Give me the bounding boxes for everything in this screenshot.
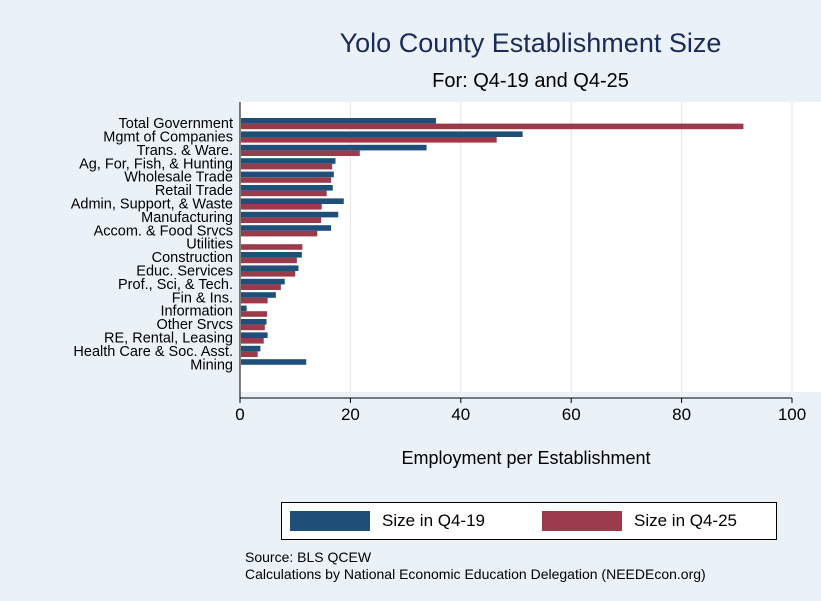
legend-label-q4-25: Size in Q4-25: [634, 511, 737, 530]
bar-q4-19: [241, 252, 302, 258]
bar-q4-25: [241, 177, 332, 183]
category-label: Trans. & Ware.: [137, 143, 233, 159]
category-label: Educ. Services: [136, 264, 233, 280]
bar-q4-25: [241, 123, 744, 130]
bar-q4-25: [241, 217, 322, 223]
category-label: Construction: [152, 250, 233, 266]
x-tick-label: 100: [778, 405, 806, 424]
bar-q4-19: [241, 158, 336, 164]
x-tick-label: 80: [672, 405, 691, 424]
x-tick-label: 0: [235, 405, 244, 424]
chart-subtitle: For: Q4-19 and Q4-25: [432, 70, 629, 92]
bar-q4-19: [241, 305, 247, 312]
bar-q4-19: [241, 319, 267, 325]
category-label: Accom. & Food Srvcs: [94, 223, 233, 239]
bar-q4-25: [241, 284, 281, 290]
bar-q4-19: [241, 185, 333, 191]
bar-q4-19: [241, 359, 307, 365]
category-label: Retail Trade: [155, 183, 233, 199]
bar-q4-25: [241, 311, 268, 317]
bar-q4-25: [241, 150, 360, 156]
legend-item-q4-25: Size in Q4-25: [542, 511, 737, 531]
bar-q4-19: [241, 278, 285, 285]
bar-q4-19: [241, 118, 436, 124]
category-label: Fin & Ins.: [172, 290, 233, 306]
legend-swatch-q4-25: [542, 511, 622, 531]
x-tick-label: 20: [341, 405, 360, 424]
bar-q4-25: [241, 271, 296, 277]
chart-title: Yolo County Establishment Size: [339, 28, 722, 58]
bar-q4-25: [241, 297, 268, 304]
bar-q4-19: [241, 265, 299, 271]
bar-q4-19: [241, 292, 276, 298]
bar-q4-25: [241, 338, 264, 344]
category-label: Other Srvcs: [156, 317, 233, 333]
bar-q4-19: [241, 211, 339, 218]
bar-q4-25: [241, 244, 303, 250]
bar-q4-19: [241, 225, 332, 231]
bar-q4-19: [241, 171, 334, 178]
bar-q4-25: [241, 230, 318, 237]
bar-q4-25: [241, 351, 258, 357]
x-tick-label: 60: [562, 405, 581, 424]
x-axis-label: Employment per Establishment: [401, 448, 650, 468]
category-label: Health Care & Soc. Asst.: [73, 344, 233, 360]
bar-q4-19: [241, 345, 261, 352]
legend-label-q4-19: Size in Q4-19: [382, 511, 485, 530]
bar-q4-25: [241, 204, 322, 210]
bar-q4-25: [241, 163, 333, 170]
legend: Size in Q4-19 Size in Q4-25: [281, 502, 777, 540]
bar-q4-19: [241, 332, 268, 338]
category-label: Admin, Support, & Waste: [71, 197, 233, 213]
source-note: Source: BLS QCEW: [245, 549, 372, 565]
bar-q4-19: [241, 198, 344, 204]
bar-q4-19: [241, 131, 523, 137]
x-tick-label: 40: [451, 405, 470, 424]
legend-swatch-q4-19: [290, 511, 370, 531]
category-label: Ag, For, Fish, & Hunting: [79, 156, 233, 172]
bar-q4-25: [241, 324, 265, 331]
category-label: RE, Rental, Leasing: [104, 331, 233, 347]
category-label: Utilities: [186, 237, 233, 253]
credit-note: Calculations by National Economic Educat…: [245, 566, 706, 582]
bar-q4-19: [241, 144, 427, 151]
category-label: Mining: [190, 357, 233, 373]
category-label: Wholesale Trade: [124, 170, 233, 186]
category-label: Mgmt of Companies: [103, 130, 233, 146]
category-label: Total Government: [119, 116, 233, 132]
category-label: Manufacturing: [141, 210, 233, 226]
category-label: Information: [160, 304, 233, 320]
bar-q4-25: [241, 190, 327, 197]
bar-q4-25: [241, 257, 297, 264]
legend-item-q4-19: Size in Q4-19: [290, 511, 485, 531]
category-label: Prof., Sci, & Tech.: [118, 277, 233, 293]
bar-q4-25: [241, 137, 497, 143]
